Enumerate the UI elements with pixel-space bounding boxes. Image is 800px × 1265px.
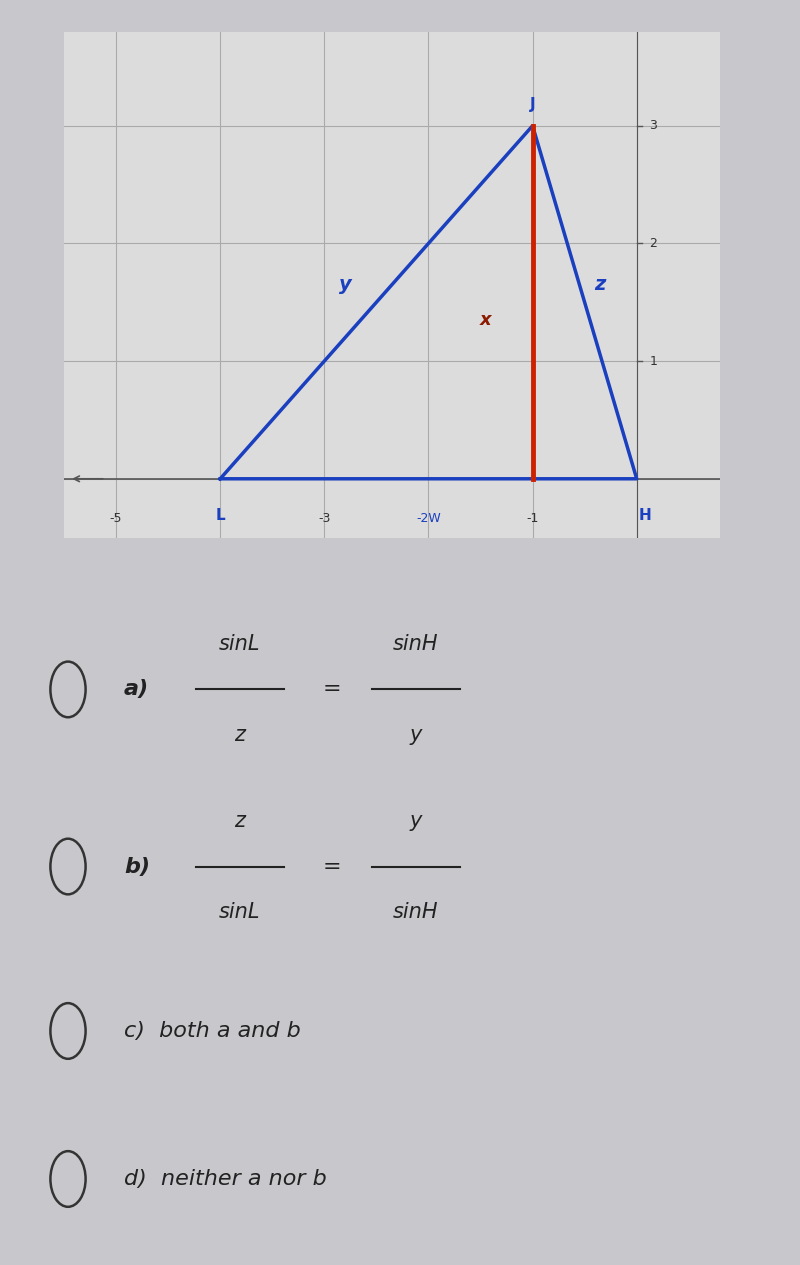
Text: =: = [322, 856, 342, 877]
Text: d)  neither a nor b: d) neither a nor b [124, 1169, 326, 1189]
Text: a): a) [124, 679, 149, 700]
Text: J: J [530, 96, 535, 111]
Text: sinL: sinL [219, 634, 261, 654]
Text: 2: 2 [649, 237, 657, 250]
Text: y: y [338, 275, 351, 295]
Text: sinH: sinH [393, 634, 439, 654]
Text: z: z [234, 725, 246, 745]
Text: -1: -1 [526, 512, 538, 525]
Text: 1: 1 [649, 354, 657, 368]
Text: sinH: sinH [393, 902, 439, 922]
Text: L: L [215, 509, 225, 524]
Text: x: x [480, 311, 491, 329]
Text: b): b) [124, 856, 150, 877]
Text: -3: -3 [318, 512, 330, 525]
Text: =: = [322, 679, 342, 700]
Text: z: z [234, 811, 246, 831]
Text: H: H [638, 509, 651, 524]
Text: z: z [594, 275, 606, 295]
Text: 3: 3 [649, 119, 657, 133]
Text: -5: -5 [110, 512, 122, 525]
Text: y: y [410, 725, 422, 745]
Text: -2W: -2W [416, 512, 441, 525]
Text: sinL: sinL [219, 902, 261, 922]
Text: y: y [410, 811, 422, 831]
Text: c)  both a and b: c) both a and b [124, 1021, 301, 1041]
